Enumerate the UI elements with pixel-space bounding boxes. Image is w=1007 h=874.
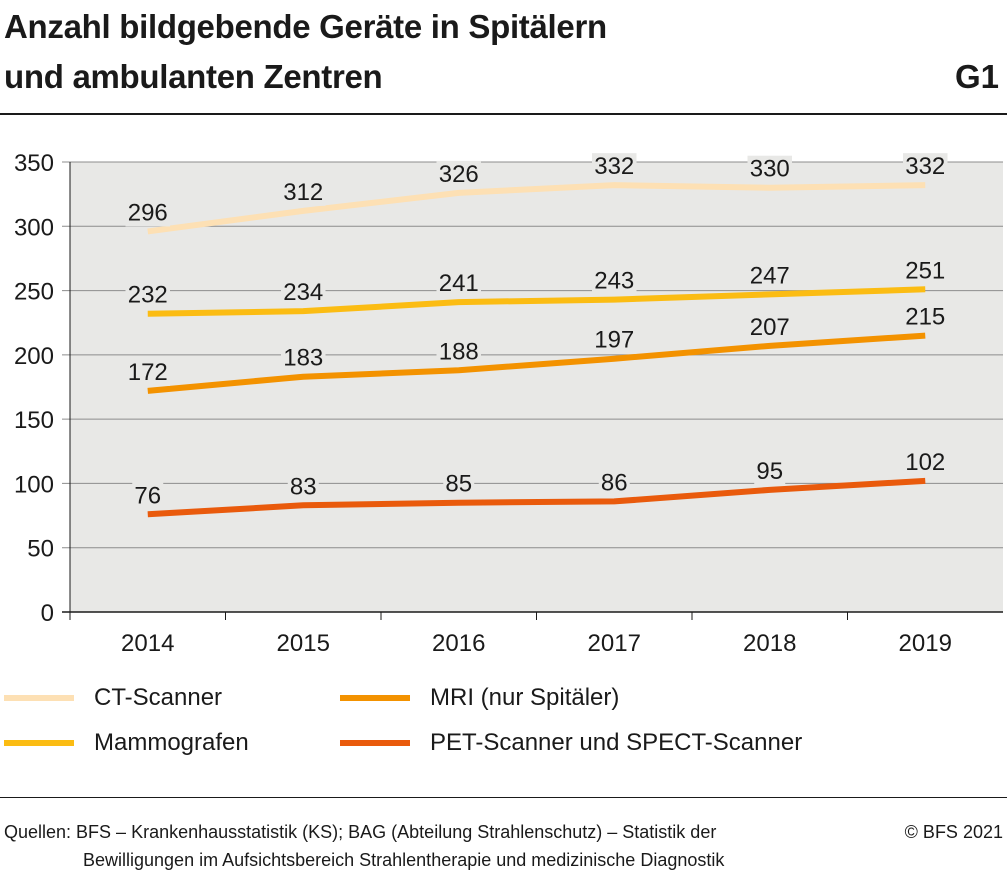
y-tick-label: 250: [14, 279, 54, 306]
legend-item: CT-Scanner: [4, 684, 222, 712]
data-label-bg: [903, 257, 948, 285]
data-label-bg: [903, 153, 948, 181]
data-label: 197: [594, 327, 634, 354]
legend-swatch: [340, 740, 410, 746]
legend-item: Mammografen: [4, 729, 249, 757]
data-label: 172: [128, 359, 168, 386]
legend-label: MRI (nur Spitäler): [430, 684, 620, 711]
chart-title: Anzahl bildgebende Geräte in Spitälern u…: [4, 2, 607, 102]
legend-swatch: [340, 695, 410, 701]
data-label-bg: [903, 448, 948, 476]
data-label: 251: [905, 257, 945, 284]
data-label-bg: [281, 178, 326, 206]
data-label: 188: [439, 338, 479, 365]
data-label: 102: [905, 449, 945, 476]
x-tick-label: 2017: [588, 630, 641, 657]
data-label-bg: [592, 326, 637, 354]
data-label-bg: [747, 262, 792, 290]
source-line-2: Bewilligungen im Aufsichtsbereich Strahl…: [83, 850, 725, 870]
data-label: 215: [905, 304, 945, 331]
y-tick-label: 0: [41, 600, 54, 627]
source-note: Quellen: BFS – Krankenhausstatistik (KS)…: [4, 818, 724, 874]
data-label: 312: [283, 179, 323, 206]
data-label-bg: [592, 153, 637, 181]
data-label: 296: [128, 199, 168, 226]
x-tick-label: 2015: [277, 630, 330, 657]
data-label: 85: [445, 471, 472, 498]
data-label-bg: [443, 470, 475, 498]
y-tick-label: 50: [27, 536, 54, 563]
legend-swatch: [4, 695, 74, 701]
legend-item: MRI (nur Spitäler): [340, 684, 619, 712]
graphic-number: G1: [954, 58, 999, 95]
data-label: 183: [283, 345, 323, 372]
data-label-bg: [436, 160, 481, 188]
source-line-1: Quellen: BFS – Krankenhausstatistik (KS)…: [4, 822, 717, 842]
data-label: 83: [290, 473, 317, 500]
legend-label: Mammografen: [94, 729, 249, 756]
top-rule: [0, 113, 1007, 115]
line-chart: 0 50 100 150 200 250 300 350 2014 2015 2016 2017 201…: [14, 150, 1003, 657]
series-line-4: [147, 477, 926, 518]
data-label-bg: [754, 457, 786, 485]
data-label-bg: [125, 358, 170, 386]
legend-label: CT-Scanner: [94, 684, 223, 711]
data-label: 95: [756, 458, 783, 485]
data-label: 332: [905, 153, 945, 180]
x-tick-label: 2019: [899, 630, 952, 657]
data-label-bg: [281, 279, 326, 307]
y-tick-label: 200: [14, 343, 54, 370]
data-label: 232: [128, 282, 168, 309]
data-label-bg: [598, 469, 630, 497]
data-label-bg: [125, 199, 170, 227]
bottom-rule: [0, 797, 1007, 798]
data-label-bg: [125, 281, 170, 309]
data-label-bg: [436, 270, 481, 298]
y-tick-label: 350: [14, 150, 54, 177]
chart-title-line-2: und ambulanten Zentren: [4, 58, 383, 95]
data-label: 243: [594, 268, 634, 295]
data-label: 234: [283, 279, 323, 306]
data-label-bg: [132, 482, 164, 510]
y-tick-label: 300: [14, 214, 54, 241]
y-tick-label: 100: [14, 471, 54, 498]
data-label-bg: [747, 313, 792, 341]
x-tick-label: 2018: [743, 630, 796, 657]
copyright: © BFS 2021: [904, 822, 1003, 842]
data-label: 241: [439, 270, 479, 297]
data-label-bg: [281, 344, 326, 372]
data-label: 326: [439, 161, 479, 188]
chart-title-line-1: Anzahl bildgebende Geräte in Spitälern: [4, 8, 607, 45]
data-label: 330: [750, 156, 790, 183]
x-tick-label: 2014: [121, 630, 174, 657]
series-line-1: [147, 182, 926, 235]
data-label-bg: [903, 303, 948, 331]
data-label-bg: [436, 338, 481, 366]
legend-item: PET-Scanner und SPECT-Scanner: [340, 729, 802, 757]
x-tick-label: 2016: [432, 630, 485, 657]
series-line-2: [147, 286, 926, 317]
legend-label: PET-Scanner und SPECT-Scanner: [430, 729, 803, 756]
data-label: 86: [601, 469, 628, 496]
legend-swatch: [4, 740, 74, 746]
data-label-bg: [287, 473, 319, 501]
series-line-3: [147, 332, 926, 394]
plot-area: [70, 162, 1003, 612]
data-label: 207: [750, 314, 790, 341]
y-tick-label: 150: [14, 407, 54, 434]
data-label-bg: [747, 155, 792, 183]
data-label: 247: [750, 262, 790, 289]
data-label: 332: [594, 153, 634, 180]
data-label: 76: [134, 482, 161, 509]
data-label-bg: [592, 267, 637, 295]
